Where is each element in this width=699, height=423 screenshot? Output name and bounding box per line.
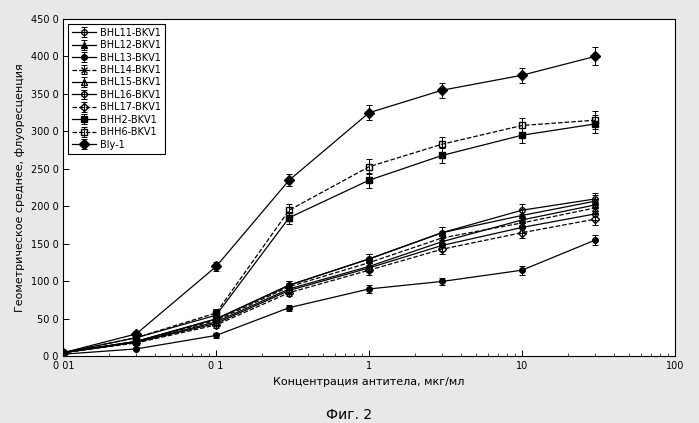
Text: Фиг. 2: Фиг. 2: [326, 408, 373, 422]
Y-axis label: Геометрическое среднее, флуоресценция: Геометрическое среднее, флуоресценция: [15, 63, 25, 312]
X-axis label: Концентрация антитела, мкг/мл: Концентрация антитела, мкг/мл: [273, 377, 465, 387]
Legend: BHL11-BKV1, BHL12-BKV1, BHL13-BKV1, BHL14-BKV1, BHL15-BKV1, BHL16-BKV1, BHL17-BK: BHL11-BKV1, BHL12-BKV1, BHL13-BKV1, BHL1…: [69, 24, 165, 154]
